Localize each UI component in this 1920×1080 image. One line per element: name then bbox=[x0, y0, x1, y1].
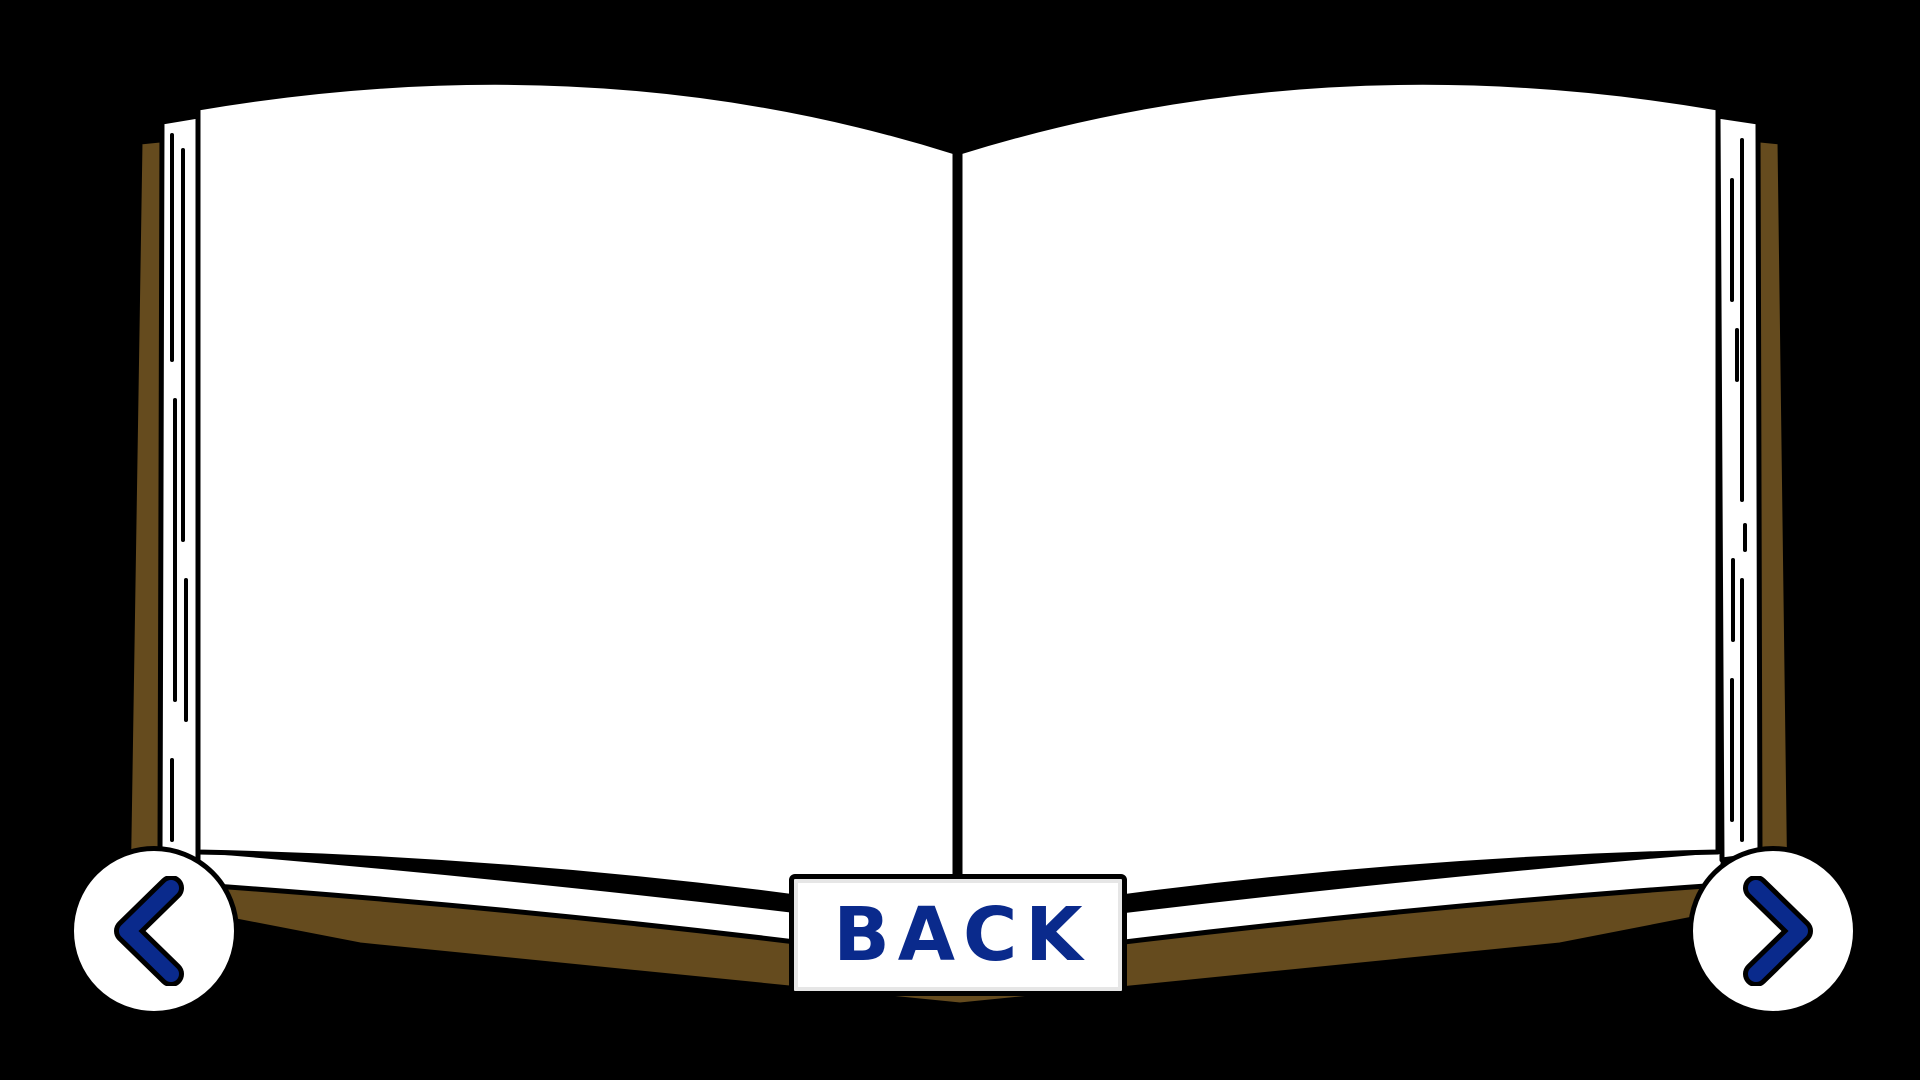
page-edge-lines-left bbox=[170, 133, 188, 842]
back-button[interactable]: BACK bbox=[789, 874, 1127, 996]
page-edge-lines-right bbox=[1730, 138, 1747, 842]
chevron-left-icon bbox=[114, 876, 184, 986]
chevron-right-icon bbox=[1743, 876, 1813, 986]
left-page bbox=[195, 79, 958, 923]
next-page-button[interactable] bbox=[1688, 846, 1858, 1016]
right-page bbox=[957, 79, 1721, 923]
back-button-label: BACK bbox=[833, 892, 1091, 978]
page-stack-left bbox=[157, 113, 201, 863]
page-stack-right bbox=[1715, 113, 1763, 863]
previous-page-button[interactable] bbox=[69, 846, 239, 1016]
